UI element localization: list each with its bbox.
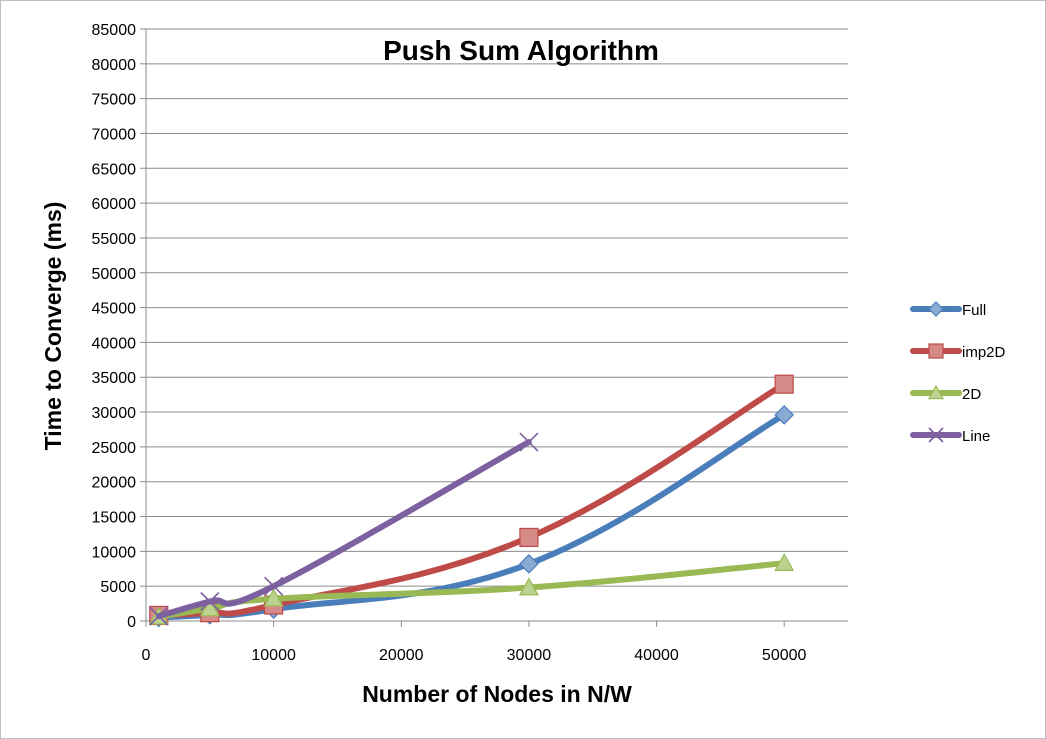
legend: Full imp2D 2D Line — [910, 301, 1006, 445]
y-axis-title: Time to Converge (ms) — [40, 202, 66, 451]
y-tick-label: 60000 — [92, 196, 137, 213]
legend-marker-imp2d — [928, 343, 944, 359]
x-axis-title: Number of Nodes in N/W — [362, 681, 632, 707]
data-point-imp2d — [519, 527, 539, 548]
data-point-full — [519, 554, 539, 574]
y-tick-label: 65000 — [92, 161, 137, 178]
y-tick-label: 55000 — [92, 231, 137, 248]
x-tick-label: 40000 — [634, 647, 679, 664]
legend-label-line: Line — [962, 428, 990, 445]
series-imp2d-group — [149, 374, 794, 626]
x-tick-label: 0 — [142, 647, 151, 664]
y-tick-label: 50000 — [92, 266, 137, 283]
data-point-line — [264, 576, 284, 596]
y-tick-label: 70000 — [92, 126, 137, 143]
y-tick-label: 5000 — [100, 579, 136, 596]
y-tick-label: 20000 — [92, 475, 137, 492]
x-tick-label: 10000 — [251, 647, 296, 664]
legend-item: imp2D — [910, 343, 1006, 361]
series-line-group — [149, 432, 539, 626]
legend-label-full: Full — [962, 302, 986, 319]
y-tick-label: 10000 — [92, 544, 137, 561]
data-point-full — [774, 404, 795, 425]
x-tick-label: 50000 — [762, 647, 807, 664]
y-tick-labels: 0 5000 10000 15000 20000 25000 30000 35000 40000… — [92, 22, 137, 631]
y-tick-label: 15000 — [92, 510, 137, 527]
series-line-line — [155, 439, 532, 620]
data-point-2d — [774, 552, 795, 571]
legend-label-2d: 2D — [962, 386, 981, 403]
axes — [140, 28, 848, 627]
legend-item: Line — [910, 427, 990, 445]
data-point-2d — [199, 598, 220, 617]
series-2d-group — [148, 552, 795, 625]
y-tick-label: 30000 — [92, 405, 137, 422]
x-tick-label: 30000 — [507, 647, 552, 664]
x-tick-label: 20000 — [379, 647, 424, 664]
legend-marker-line — [928, 427, 944, 443]
y-tick-label: 0 — [127, 614, 136, 631]
legend-label-imp2d: imp2D — [962, 344, 1006, 361]
y-tick-label: 40000 — [92, 335, 137, 352]
y-tick-label: 75000 — [92, 92, 137, 109]
gridlines — [146, 28, 848, 587]
data-point-2d — [518, 577, 539, 596]
data-point-line — [200, 591, 220, 612]
y-tick-label: 80000 — [92, 57, 137, 74]
data-point-2d — [263, 588, 284, 607]
legend-item: Full — [910, 301, 986, 319]
legend-marker-full — [928, 301, 944, 317]
y-tick-label: 85000 — [92, 22, 137, 39]
data-point-line — [519, 432, 539, 452]
x-tick-labels: 0 10000 20000 30000 40000 50000 — [142, 647, 807, 664]
series-group — [148, 374, 795, 628]
chart-title: Push Sum Algorithm — [383, 35, 659, 66]
legend-marker-2d — [927, 384, 945, 400]
y-tick-label: 45000 — [92, 301, 137, 318]
y-tick-label: 25000 — [92, 440, 137, 457]
y-tick-label: 35000 — [92, 370, 137, 387]
legend-item: 2D — [910, 384, 981, 403]
data-point-line — [149, 606, 169, 626]
data-point-imp2d — [774, 374, 794, 394]
